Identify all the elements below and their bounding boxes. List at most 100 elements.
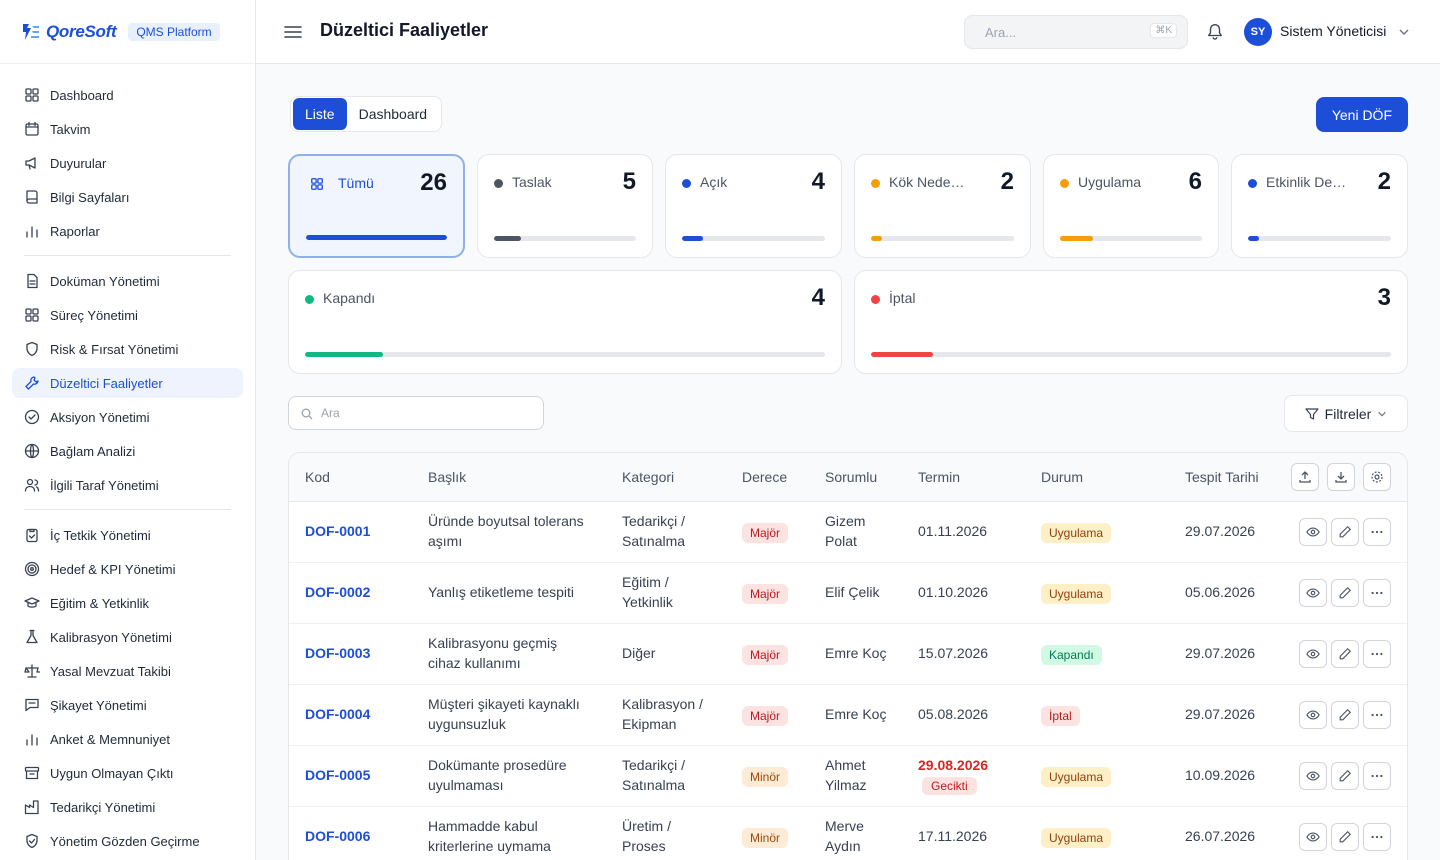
col-derece[interactable]: Derece (742, 469, 788, 485)
sidebar-item-bağlam-analizi[interactable]: Bağlam Analizi (12, 436, 243, 466)
view-button[interactable] (1299, 823, 1327, 851)
more-button[interactable] (1363, 762, 1391, 790)
status-card-count: 4 (811, 284, 825, 311)
status-card-3[interactable]: Kök Neden Analizi 2 (854, 154, 1031, 258)
edit-button[interactable] (1331, 823, 1359, 851)
menu-icon[interactable] (283, 22, 303, 42)
status-card-5[interactable]: Etkinlik Değerlendirme 2 (1231, 154, 1408, 258)
status-card-progress-fill (682, 236, 704, 241)
sidebar-item-i-lgili-taraf-yönetimi[interactable]: İlgili Taraf Yönetimi (12, 470, 243, 500)
view-button[interactable] (1299, 762, 1327, 790)
sidebar-item-bilgi-sayfaları[interactable]: Bilgi Sayfaları (12, 182, 243, 212)
edit-button[interactable] (1331, 518, 1359, 546)
more-button[interactable] (1363, 518, 1391, 546)
sidebar-item-yasal-mevzuat-takibi[interactable]: Yasal Mevzuat Takibi (12, 656, 243, 686)
sidebar-item-risk-fırsat-yönetimi[interactable]: Risk & Fırsat Yönetimi (12, 334, 243, 364)
table-settings-button[interactable] (1363, 463, 1391, 491)
list-search-input[interactable]: Ara (288, 396, 544, 430)
status-card-4[interactable]: Uygulama 6 (1043, 154, 1219, 258)
sidebar-item-aksiyon-yönetimi[interactable]: Aksiyon Yönetimi (12, 402, 243, 432)
table-row[interactable]: DOF-0002 Yanlış etiketleme tespiti Eğitim … (289, 563, 1407, 624)
dof-code-link[interactable]: DOF-0003 (305, 645, 371, 661)
table-row[interactable]: DOF-0001 Üründe boyutsal tolerans aşımı Ted… (289, 502, 1407, 563)
status-badge: Uygulama (1041, 767, 1112, 787)
view-button[interactable] (1299, 701, 1327, 729)
status-card-6[interactable]: Kapandı 4 (288, 270, 842, 374)
view-button[interactable] (1299, 579, 1327, 607)
col-sorumlu[interactable]: Sorumlu (825, 469, 878, 485)
owner-line: Merve (825, 818, 864, 834)
sidebar-item-i-ç-tetkik-yönetimi[interactable]: İç Tetkik Yönetimi (12, 520, 243, 550)
chevron-down-icon[interactable] (1398, 26, 1410, 38)
more-button[interactable] (1363, 640, 1391, 668)
bell-icon[interactable] (1206, 22, 1224, 40)
more-button[interactable] (1363, 579, 1391, 607)
col-baslik[interactable]: Başlık (428, 469, 467, 485)
sidebar-item-hedef-kpi-yönetimi[interactable]: Hedef & KPI Yönetimi (12, 554, 243, 584)
col-tespit-tarihi[interactable]: Tespit Tarihi (1185, 469, 1259, 485)
logo[interactable]: QoreSoft (20, 21, 117, 43)
col-durum[interactable]: Durum (1041, 469, 1084, 485)
tab-liste[interactable]: Liste (293, 98, 347, 130)
sidebar-item-takvim[interactable]: Takvim (12, 114, 243, 144)
sidebar-item-tedarikçi-yönetimi[interactable]: Tedarikçi Yönetimi (12, 792, 243, 822)
view-button[interactable] (1299, 640, 1327, 668)
eye-icon (1306, 832, 1320, 842)
dof-title: Hammadde kabul kriterlerine uymama (428, 816, 551, 856)
more-button[interactable] (1363, 701, 1391, 729)
edit-button[interactable] (1331, 701, 1359, 729)
view-button[interactable] (1299, 518, 1327, 546)
found-date: 26.07.2026 (1185, 828, 1256, 844)
export-button[interactable] (1291, 463, 1319, 491)
status-card-0[interactable]: Tümü 26 (288, 154, 465, 258)
edit-button[interactable] (1331, 579, 1359, 607)
more-button[interactable] (1363, 823, 1391, 851)
pencil-icon (1339, 586, 1352, 599)
sidebar-item-düzeltici-faaliyetler[interactable]: Düzeltici Faaliyetler (12, 368, 243, 398)
filter-button[interactable]: Filtreler (1284, 395, 1408, 432)
tab-dashboard[interactable]: Dashboard (358, 106, 428, 122)
col-kod[interactable]: Kod (305, 469, 330, 485)
dof-code-link[interactable]: DOF-0002 (305, 584, 371, 600)
status-card-progress-fill (871, 236, 883, 241)
status-card-2[interactable]: Açık 4 (665, 154, 842, 258)
sidebar-item-doküman-yönetimi[interactable]: Doküman Yönetimi (12, 266, 243, 296)
col-kategori[interactable]: Kategori (622, 469, 675, 485)
dof-code-link[interactable]: DOF-0005 (305, 767, 371, 783)
edit-button[interactable] (1331, 640, 1359, 668)
owner-line: Emre Koç (825, 706, 887, 722)
table-row[interactable]: DOF-0006 Hammadde kabul kriterlerine uymam… (289, 807, 1407, 860)
dof-owner: Emre Koç (825, 643, 886, 663)
bar-chart-icon (26, 734, 38, 746)
table-row[interactable]: DOF-0004 Müşteri şikayeti kaynaklı uygunsu… (289, 685, 1407, 746)
sidebar-item-yönetim-gözden-geçirme[interactable]: Yönetim Gözden Geçirme (12, 826, 243, 856)
table-row[interactable]: DOF-0005 Dokümante prosedüre uyulmaması Ted… (289, 746, 1407, 807)
status-cell: Kapandı (1041, 644, 1102, 665)
sidebar-item-duyurular[interactable]: Duyurular (12, 148, 243, 178)
sidebar-item-eğitim-yetkinlik[interactable]: Eğitim & Yetkinlik (12, 588, 243, 618)
edit-button[interactable] (1331, 762, 1359, 790)
new-dof-button[interactable]: Yeni DÖF (1315, 97, 1408, 132)
col-termin[interactable]: Termin (918, 469, 961, 485)
status-card-7[interactable]: İptal 3 (854, 270, 1408, 374)
sidebar-item-raporlar[interactable]: Raporlar (12, 216, 243, 246)
global-search-input[interactable]: Ara... ⌘K (964, 15, 1188, 49)
severity-cell: Majör (742, 583, 789, 604)
sidebar-item-uygun-olmayan-çıktı[interactable]: Uygun Olmayan Çıktı (12, 758, 243, 788)
sidebar-item-dashboard[interactable]: Dashboard (12, 80, 243, 110)
sidebar-item-kalibrasyon-yönetimi[interactable]: Kalibrasyon Yönetimi (12, 622, 243, 652)
avatar[interactable]: SY (1244, 18, 1272, 46)
table-row[interactable]: DOF-0003 Kalibrasyonu geçmiş cihaz kullanı… (289, 624, 1407, 685)
sidebar-item-süreç-yönetimi[interactable]: Süreç Yönetimi (12, 300, 243, 330)
status-card-1[interactable]: Taslak 5 (477, 154, 653, 258)
calendar-icon (25, 121, 39, 136)
dof-code-link[interactable]: DOF-0006 (305, 828, 371, 844)
user-name[interactable]: Sistem Yöneticisi (1280, 23, 1387, 39)
dof-code-link[interactable]: DOF-0004 (305, 706, 371, 722)
title-line: uygunsuzluk (428, 716, 506, 732)
sidebar-item-şikayet-yönetimi[interactable]: Şikayet Yönetimi (12, 690, 243, 720)
download-button[interactable] (1327, 463, 1355, 491)
dof-code-link[interactable]: DOF-0001 (305, 523, 371, 539)
sidebar-item-anket-memnuniyet[interactable]: Anket & Memnuniyet (12, 724, 243, 754)
target-icon (24, 561, 40, 577)
